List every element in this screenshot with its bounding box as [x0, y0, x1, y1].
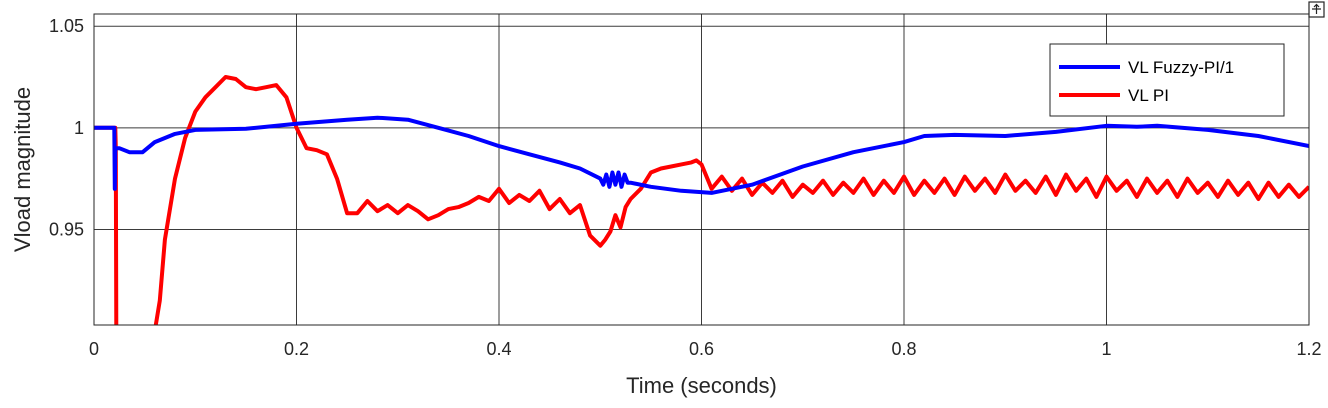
undock-icon[interactable] [1308, 1, 1325, 18]
x-tick-label: 1 [1101, 339, 1111, 359]
x-tick-label: 0.4 [486, 339, 511, 359]
x-tick-label: 0.2 [284, 339, 309, 359]
y-tick-label: 1 [74, 118, 84, 138]
tick-labels: 0 0.2 0.4 0.6 0.8 1 1.2 0.95 1 1.05 [49, 16, 1322, 359]
y-axis-label: Vload magnitude [10, 87, 35, 252]
legend-box [1049, 43, 1285, 117]
legend: VL Fuzzy-PI/1 VL PI [1049, 43, 1285, 117]
x-tick-label: 1.2 [1296, 339, 1321, 359]
y-tick-label: 1.05 [49, 16, 84, 36]
y-tick-label: 0.95 [49, 219, 84, 239]
legend-label-pi: VL PI [1128, 86, 1169, 105]
plot-frame [93, 13, 1310, 326]
legend-label-fuzzy-pi: VL Fuzzy-PI/1 [1128, 58, 1234, 77]
x-tick-label: 0.6 [689, 339, 714, 359]
x-tick-label: 0.8 [891, 339, 916, 359]
x-axis-label: Time (seconds) [626, 373, 777, 398]
series-line-fuzzy-pi [94, 115, 1309, 195]
series-lines [94, 75, 1309, 325]
x-tick-label: 0 [89, 339, 99, 359]
series-line-pi [94, 75, 1309, 325]
